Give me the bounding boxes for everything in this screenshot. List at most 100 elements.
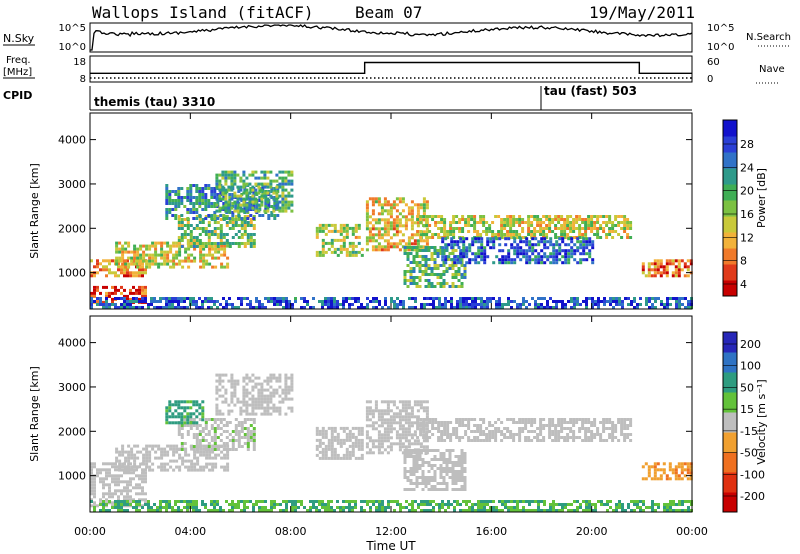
- heat-cell-10: [201, 503, 204, 506]
- heat-cell-12: [450, 297, 453, 300]
- heat-cell-6: [425, 430, 429, 434]
- heat-cell-9: [464, 224, 468, 227]
- heat-cell-8: [524, 439, 528, 442]
- heat-cell-10: [270, 500, 273, 503]
- heat-cell-12: [468, 297, 471, 300]
- heat-cell-1: [172, 450, 176, 454]
- heat-cell-4: [245, 406, 249, 410]
- heat-cell-6: [324, 241, 328, 245]
- heat-cell-10: [501, 500, 504, 503]
- heat-cell-3: [165, 415, 169, 419]
- heat-cell-7: [371, 227, 375, 231]
- heat-cell-10: [501, 255, 505, 259]
- heat-cell-9: [557, 215, 561, 218]
- heat-cell-5: [248, 182, 252, 186]
- heat-cell-10: [591, 261, 595, 265]
- heat-cell-7: [374, 218, 378, 222]
- heat-cell-6: [398, 445, 402, 449]
- heat-cell-7: [389, 221, 393, 225]
- heat-cell-8: [424, 270, 428, 273]
- heat-cell-8: [518, 433, 522, 436]
- heat-cell-6: [327, 223, 331, 227]
- heat-cell-10: [480, 258, 484, 262]
- heat-cell-12: [96, 297, 99, 300]
- heat-cell-7: [451, 482, 455, 485]
- heat-cell-5: [339, 441, 343, 445]
- heat-cell-0: [93, 462, 96, 466]
- heat-cell-8: [442, 282, 446, 285]
- heat-cell-8: [448, 258, 452, 261]
- heat-cell-7: [448, 455, 452, 458]
- heat-cell-12: [159, 300, 162, 303]
- heat-cell-0: [120, 268, 123, 272]
- heat-cell-3: [165, 406, 169, 410]
- heat-cell-5: [327, 456, 331, 460]
- heat-cell-9: [584, 233, 588, 236]
- heat-cell-8: [457, 270, 461, 273]
- heat-cell-10: [429, 503, 432, 506]
- heat-cell-4: [257, 403, 261, 407]
- heat-cell-2: [246, 439, 250, 442]
- heat-cell-10: [447, 500, 450, 503]
- heat-cell-7: [406, 476, 410, 479]
- heat-cell-10: [528, 261, 532, 265]
- heat-cell-5: [336, 435, 340, 439]
- heat-cell-1: [115, 450, 119, 454]
- heat-cell-12: [522, 297, 525, 300]
- heat-cell-6: [360, 247, 364, 251]
- heat-cell-7: [413, 233, 417, 237]
- heat-cell-2: [198, 418, 202, 421]
- heat-cell-4: [218, 379, 222, 383]
- heat-cell-4: [275, 406, 279, 410]
- heat-cell-10: [513, 509, 516, 512]
- heat-cell-2: [187, 259, 191, 263]
- heat-cell-5: [351, 435, 355, 439]
- cpid-program-2: tau (fast) 503: [544, 84, 637, 98]
- heat-cell-10: [471, 252, 475, 256]
- heat-cell-10: [312, 500, 315, 503]
- heat-cell-6: [321, 238, 325, 242]
- heat-cell-7: [422, 230, 426, 234]
- heat-cell-5: [224, 191, 228, 195]
- heat-cell-10: [465, 237, 469, 241]
- heat-cell-1: [127, 462, 131, 466]
- heat-cell-2: [211, 247, 215, 251]
- heat-cell-6: [407, 403, 411, 407]
- heat-cell-4: [260, 394, 264, 398]
- heat-cell-4: [236, 382, 240, 386]
- heat-cell-12: [687, 303, 690, 306]
- heat-cell-2: [223, 250, 227, 254]
- heat-cell-7: [395, 224, 399, 228]
- heat-cell-4: [251, 385, 255, 389]
- heat-cell-1: [145, 465, 149, 469]
- heat-cell-5: [330, 450, 334, 454]
- heat-cell-12: [684, 306, 687, 309]
- heat-cell-4: [273, 214, 277, 217]
- heat-cell-1: [166, 450, 170, 454]
- heat-cell-10: [582, 240, 586, 244]
- heat-cell-11: [668, 259, 672, 263]
- heat-cell-3: [222, 236, 226, 239]
- heat-cell-3: [186, 239, 190, 242]
- heat-cell-4: [224, 373, 228, 377]
- heat-cell-1: [208, 456, 212, 460]
- heat-cell-9: [485, 227, 489, 230]
- heat-cell-1: [138, 285, 141, 289]
- heat-cell-4: [290, 385, 294, 389]
- heat-cell-9: [437, 236, 441, 239]
- heat-cell-2: [154, 250, 158, 254]
- heat-cell-12: [498, 303, 501, 306]
- heat-cell-12: [480, 297, 483, 300]
- heat-cell-2: [237, 436, 241, 439]
- heat-cell-5: [284, 206, 288, 210]
- heat-cell-8: [431, 427, 435, 430]
- heat-cell-3: [225, 233, 229, 236]
- heat-cell-10: [531, 237, 535, 241]
- heat-cell-12: [192, 303, 195, 306]
- heat-cell-8: [551, 433, 555, 436]
- heat-cell-3: [243, 242, 247, 245]
- heat-cell-0: [111, 501, 114, 505]
- heat-cell-7: [430, 458, 434, 461]
- heat-cell-0: [144, 477, 147, 481]
- heat-cell-4: [273, 217, 277, 220]
